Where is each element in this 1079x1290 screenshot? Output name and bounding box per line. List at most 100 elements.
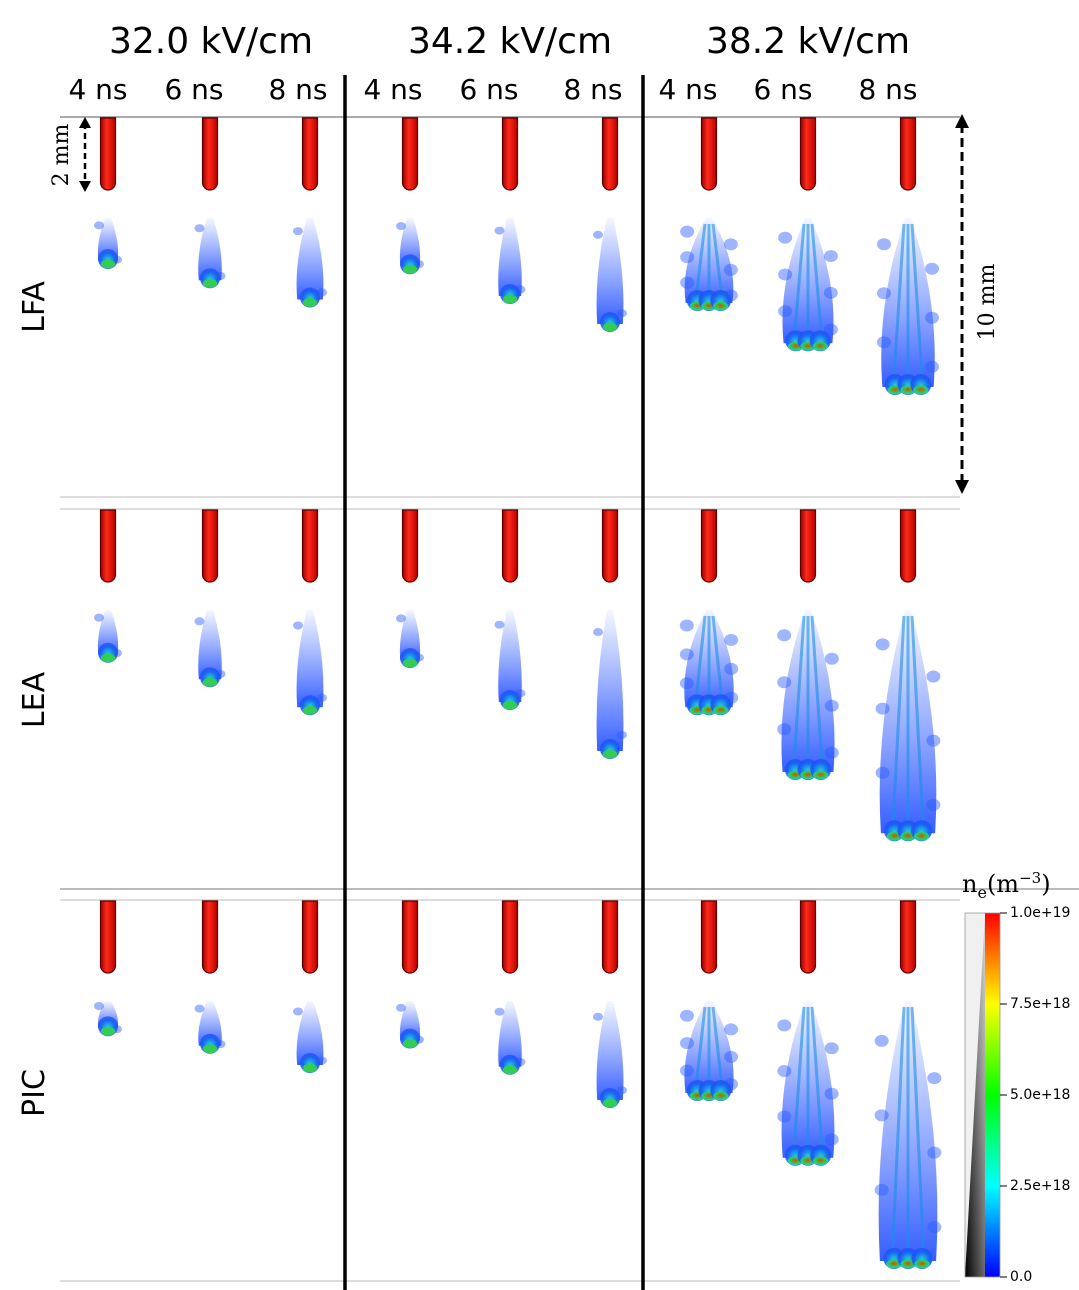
streamer bbox=[593, 218, 627, 332]
panel-cell bbox=[875, 509, 941, 842]
colorbar-tick: 5.0e+18 bbox=[1010, 1087, 1071, 1103]
panel-cell bbox=[94, 900, 122, 1037]
streamer bbox=[396, 218, 424, 275]
streamer bbox=[593, 1001, 627, 1108]
electrode bbox=[799, 509, 817, 583]
field-header-34: 34.2 kV/cm bbox=[407, 21, 613, 62]
colorbar-tick: 0.0 bbox=[1010, 1269, 1033, 1285]
streamer bbox=[679, 1001, 739, 1101]
streamer bbox=[194, 1001, 226, 1054]
panel-cell bbox=[194, 900, 226, 1054]
electrode bbox=[301, 900, 319, 974]
streamer bbox=[94, 610, 122, 663]
streamer bbox=[593, 610, 627, 759]
time-label: 4 ns bbox=[68, 73, 128, 106]
time-label: 8 ns bbox=[563, 73, 623, 106]
streamer bbox=[680, 218, 738, 311]
electrode bbox=[700, 900, 718, 974]
streamer bbox=[494, 218, 526, 304]
row-label-lfa: LFA bbox=[17, 281, 52, 333]
scale-arrow-10mm bbox=[955, 114, 969, 494]
panel-cell bbox=[494, 900, 526, 1075]
electrode bbox=[799, 117, 817, 191]
streamer bbox=[874, 1001, 942, 1269]
row-label-pic: PIC bbox=[17, 1069, 52, 1117]
electrode bbox=[799, 900, 817, 974]
scale-arrow-2mm bbox=[79, 117, 91, 192]
panel-cell bbox=[194, 509, 226, 688]
streamer bbox=[778, 218, 838, 352]
panel-cell bbox=[679, 509, 739, 716]
panel-cell bbox=[593, 509, 627, 759]
panel-cell bbox=[593, 900, 627, 1108]
panel-cell bbox=[94, 117, 122, 269]
time-label: 8 ns bbox=[858, 73, 918, 106]
time-label: 4 ns bbox=[363, 73, 423, 106]
panel-cell bbox=[396, 509, 424, 668]
colorbar-gradient bbox=[985, 913, 1000, 1277]
electrode bbox=[201, 117, 219, 191]
panel-cell bbox=[777, 900, 839, 1166]
time-label: 4 ns bbox=[658, 73, 718, 106]
streamer bbox=[293, 218, 327, 308]
electrode bbox=[99, 117, 117, 191]
panel-cell bbox=[194, 117, 226, 289]
electrode bbox=[301, 509, 319, 583]
streamer bbox=[494, 1001, 526, 1075]
scale-label-10mm: 10 mm bbox=[975, 263, 1000, 341]
electrode bbox=[700, 509, 718, 583]
streamer bbox=[679, 610, 739, 716]
electrode bbox=[501, 117, 519, 191]
electrode bbox=[401, 117, 419, 191]
panel-cell bbox=[777, 509, 839, 780]
electrode bbox=[700, 117, 718, 191]
panel-cell bbox=[293, 117, 327, 308]
panel-cell bbox=[94, 509, 122, 663]
electrode bbox=[899, 509, 917, 583]
electrode bbox=[601, 509, 619, 583]
electrode bbox=[601, 117, 619, 191]
streamer bbox=[877, 218, 939, 395]
panel-cell bbox=[494, 117, 526, 304]
colorbar bbox=[964, 912, 1007, 1278]
streamer bbox=[94, 218, 122, 269]
streamer bbox=[194, 610, 226, 688]
field-header-32: 32.0 kV/cm bbox=[108, 21, 314, 62]
time-label: 8 ns bbox=[268, 73, 328, 106]
panel-cell bbox=[494, 509, 526, 710]
streamer bbox=[777, 1001, 839, 1166]
panel-cell bbox=[874, 900, 942, 1269]
streamer bbox=[94, 1001, 122, 1037]
panel-cell bbox=[680, 117, 738, 311]
electrode bbox=[201, 900, 219, 974]
panel-cell bbox=[593, 117, 627, 332]
streamer bbox=[396, 1001, 424, 1049]
panel-cell bbox=[877, 117, 939, 395]
streamer bbox=[293, 610, 327, 716]
scale-label-2mm: 2 mm bbox=[49, 123, 74, 187]
electrode bbox=[501, 509, 519, 583]
time-label: 6 ns bbox=[753, 73, 813, 106]
electrode bbox=[899, 900, 917, 974]
colorbar-title: ne(m−3) bbox=[962, 869, 1051, 902]
streamer bbox=[396, 610, 424, 668]
colorbar-tick: 2.5e+18 bbox=[1010, 1178, 1071, 1194]
electrode bbox=[99, 509, 117, 583]
electrode bbox=[401, 900, 419, 974]
electrode bbox=[501, 900, 519, 974]
panel-cell bbox=[396, 900, 424, 1049]
panel-cell bbox=[396, 117, 424, 275]
colorbar-tick: 7.5e+18 bbox=[1010, 996, 1071, 1012]
streamer bbox=[875, 610, 941, 842]
field-header-38: 38.2 kV/cm bbox=[705, 21, 911, 62]
streamer bbox=[194, 218, 226, 289]
colorbar-tick: 1.0e+19 bbox=[1010, 905, 1071, 921]
streamer bbox=[293, 1001, 327, 1073]
panel-cell bbox=[293, 900, 327, 1073]
electrode bbox=[201, 509, 219, 583]
time-label: 6 ns bbox=[164, 73, 224, 106]
panel-frame bbox=[60, 75, 1079, 1290]
streamer bbox=[777, 610, 839, 780]
panel-cell bbox=[679, 900, 739, 1101]
